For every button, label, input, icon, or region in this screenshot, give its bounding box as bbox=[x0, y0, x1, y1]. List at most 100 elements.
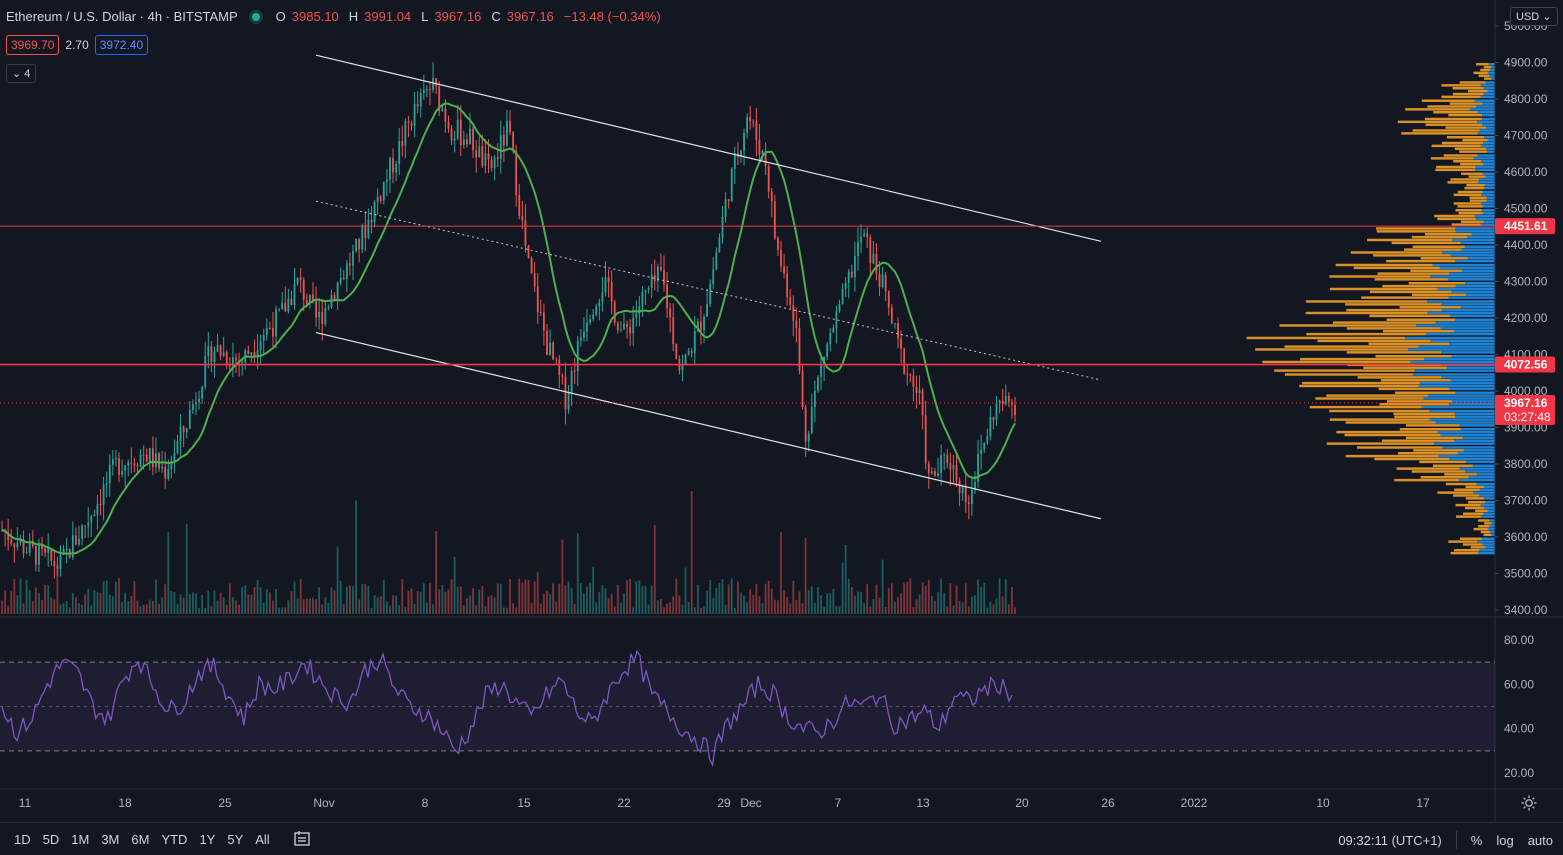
candle-body bbox=[462, 139, 465, 145]
candle-body bbox=[426, 89, 428, 91]
auto-toggle[interactable]: auto bbox=[1527, 832, 1553, 848]
volume-profile-bar-down bbox=[1421, 99, 1475, 102]
clock[interactable]: 09:32:11 (UTC+1) bbox=[1338, 832, 1442, 848]
volume-bar bbox=[136, 600, 139, 614]
volume-profile-bar-up bbox=[1434, 442, 1495, 445]
volume-profile-bar-down bbox=[1279, 324, 1416, 327]
volume-bar bbox=[370, 607, 373, 614]
candle-body bbox=[191, 404, 194, 410]
candle-body bbox=[142, 454, 145, 456]
currency-select[interactable]: USD ⌄ bbox=[1510, 7, 1558, 26]
volume-bar bbox=[783, 590, 785, 614]
range-3m[interactable]: 3M bbox=[101, 831, 120, 847]
volume-profile-bar-down bbox=[1444, 473, 1477, 476]
volume-bar bbox=[586, 586, 588, 614]
candle-body bbox=[764, 151, 767, 166]
price-tag-last: 3967.16 bbox=[1504, 396, 1548, 410]
volume-profile-bar-down bbox=[1435, 168, 1476, 172]
time-tick-label: 25 bbox=[218, 796, 232, 810]
volume-bar bbox=[992, 604, 995, 614]
candle-body bbox=[924, 415, 927, 464]
candle-body bbox=[444, 108, 447, 122]
candle-body bbox=[749, 117, 752, 122]
volume-bar bbox=[943, 592, 946, 614]
range-all[interactable]: All bbox=[255, 831, 270, 847]
range-1y[interactable]: 1Y bbox=[199, 831, 216, 847]
volume-profile-bar-up bbox=[1481, 209, 1495, 212]
volume-profile-bar-up bbox=[1477, 120, 1495, 124]
candle-body bbox=[318, 311, 321, 318]
candle-body bbox=[807, 433, 810, 442]
volume-profile-bar-up bbox=[1482, 172, 1495, 175]
candle-body bbox=[543, 312, 545, 331]
volume-bar bbox=[601, 585, 604, 614]
candle-body bbox=[453, 138, 456, 141]
volume-bar bbox=[293, 581, 296, 614]
volume-profile-bar-up bbox=[1453, 330, 1495, 333]
candle-body bbox=[527, 245, 530, 259]
candle-body bbox=[894, 323, 896, 325]
volume-bar bbox=[934, 600, 936, 614]
sell-button[interactable]: 3969.70 bbox=[6, 35, 60, 55]
volume-bar bbox=[924, 586, 927, 614]
candle-body bbox=[650, 274, 653, 288]
volume-profile-bar-down bbox=[1300, 357, 1425, 361]
volume-profile-bar-up bbox=[1481, 202, 1495, 205]
range-1d[interactable]: 1D bbox=[14, 831, 31, 847]
volume-profile-bar-down bbox=[1368, 342, 1450, 345]
volume-bar bbox=[99, 593, 102, 614]
volume-bar bbox=[576, 533, 579, 614]
date-range-icon[interactable] bbox=[292, 829, 312, 849]
candle-body bbox=[65, 549, 68, 551]
candle-body bbox=[496, 157, 499, 160]
volume-bar bbox=[866, 584, 869, 614]
candle-body bbox=[663, 269, 665, 285]
volume-bar bbox=[850, 587, 853, 614]
volume-bar bbox=[890, 583, 893, 614]
volume-profile-bar-down bbox=[1346, 351, 1442, 354]
candle-body bbox=[296, 277, 299, 284]
symbol-title[interactable]: Ethereum / U.S. Dollar · 4h · BITSTAMP bbox=[6, 9, 238, 24]
candle-body bbox=[792, 304, 795, 321]
log-toggle[interactable]: log bbox=[1496, 832, 1514, 848]
indicators-toggle[interactable]: ⌄ 4 bbox=[6, 64, 37, 83]
percent-toggle[interactable]: % bbox=[1470, 832, 1483, 848]
candle-body bbox=[382, 181, 385, 201]
volume-profile-bar-up bbox=[1460, 241, 1495, 245]
range-5y[interactable]: 5Y bbox=[227, 831, 244, 847]
volume-bar bbox=[696, 584, 699, 614]
volume-profile-bar-down bbox=[1432, 464, 1473, 467]
volume-profile-bar-up bbox=[1487, 527, 1495, 531]
range-1m[interactable]: 1M bbox=[71, 831, 90, 847]
volume-profile-bar-down bbox=[1469, 199, 1487, 202]
volume-profile-bar-down bbox=[1454, 488, 1480, 491]
market-status-icon[interactable] bbox=[251, 12, 260, 21]
volume-bar bbox=[108, 594, 111, 614]
candle-body bbox=[59, 554, 62, 569]
settings-gear-icon[interactable] bbox=[1520, 794, 1538, 812]
range-5d[interactable]: 5D bbox=[42, 831, 60, 847]
volume-bar bbox=[469, 595, 471, 614]
open-value: 3985.10 bbox=[291, 9, 339, 24]
candle-body bbox=[995, 402, 998, 421]
volume-profile-bar-up bbox=[1449, 342, 1495, 345]
candle-body bbox=[395, 163, 398, 173]
candle-body bbox=[376, 196, 379, 203]
volume-profile-bar-down bbox=[1345, 454, 1439, 458]
candle-body bbox=[786, 273, 789, 298]
candle-body bbox=[108, 464, 111, 484]
volume-profile-bar-up bbox=[1410, 360, 1495, 364]
volume-bar bbox=[367, 586, 370, 614]
range-ytd[interactable]: YTD bbox=[161, 831, 188, 847]
volume-bar bbox=[228, 583, 231, 614]
volume-bar bbox=[389, 605, 391, 614]
volume-bar bbox=[447, 589, 450, 614]
candle-body bbox=[34, 546, 37, 565]
range-6m[interactable]: 6M bbox=[131, 831, 150, 847]
candle-body bbox=[1007, 395, 1010, 403]
volume-profile-bar-up bbox=[1481, 193, 1495, 197]
volume-bar bbox=[653, 525, 656, 614]
buy-button[interactable]: 3972.40 bbox=[94, 35, 149, 55]
candle-body bbox=[884, 274, 887, 292]
